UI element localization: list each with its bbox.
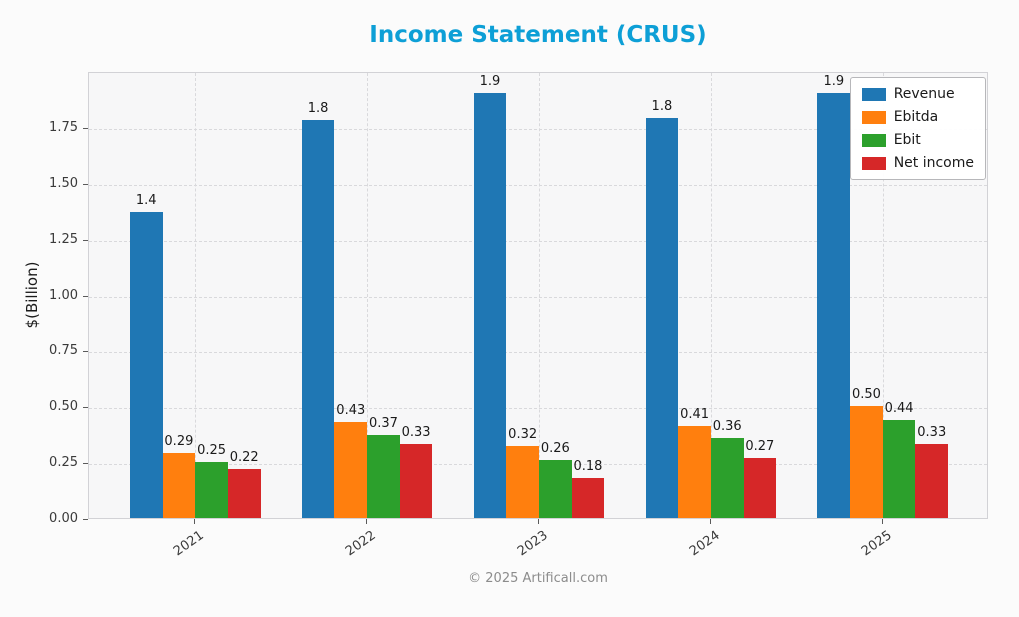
bar-value-label: 0.37 xyxy=(368,416,398,432)
bar-value-label: 1.8 xyxy=(307,101,329,117)
bar-value-label: 0.22 xyxy=(229,449,259,465)
chart-title: Income Statement (CRUS) xyxy=(369,22,707,48)
bar-value-label: 0.25 xyxy=(197,443,227,459)
bar-net-income-2023 xyxy=(571,477,605,518)
x-tick-label-text: 2021 xyxy=(171,528,207,560)
bar-net-income-2024 xyxy=(743,457,777,518)
x-tick-label-text: 2023 xyxy=(514,528,551,560)
y-gridline xyxy=(89,352,987,354)
x-gridline xyxy=(710,73,712,518)
y-tick-label: 0.00 xyxy=(49,511,78,526)
bar-value-label: 0.44 xyxy=(884,400,914,416)
legend-item: Revenue xyxy=(861,86,974,102)
footer-credit: © 2025 Artificall.com xyxy=(468,571,608,586)
legend-label: Ebit xyxy=(893,132,921,148)
y-tick-label: 1.25 xyxy=(49,231,78,247)
bar-value-label: 0.43 xyxy=(336,402,366,418)
legend-item: Ebit xyxy=(861,132,974,148)
y-gridline xyxy=(89,184,987,186)
legend-swatch xyxy=(861,87,886,101)
plot-area: 1.4 0.29 0.25 0.22 1.8 0.43 0.37 0.33 1.9 0.32 0.2… xyxy=(88,72,988,519)
x-gridline xyxy=(195,73,197,518)
y-gridline xyxy=(89,408,987,410)
legend-swatch xyxy=(861,133,886,147)
legend: Revenue Ebitda Ebit Net income xyxy=(849,77,986,180)
bar-value-label: 0.41 xyxy=(680,407,710,423)
legend-label: Revenue xyxy=(893,86,955,102)
bar-value-label: 0.32 xyxy=(508,427,538,443)
y-tick-mark xyxy=(83,295,88,297)
bar-revenue-2024 xyxy=(645,117,679,518)
y-tick-mark xyxy=(83,463,88,465)
legend-item: Ebitda xyxy=(861,109,974,125)
x-gridline xyxy=(882,73,884,518)
y-tick-label: 0.25 xyxy=(49,455,78,471)
bar-value-label: 0.36 xyxy=(712,418,742,434)
y-tick-mark xyxy=(83,407,88,409)
y-tick-mark xyxy=(83,239,88,241)
x-tick-mark xyxy=(538,519,539,524)
legend-swatch xyxy=(861,110,886,124)
bar-ebit-2025 xyxy=(882,419,916,518)
bar-net-income-2022 xyxy=(399,444,433,518)
bar-ebitda-2025 xyxy=(850,406,883,518)
y-tick-mark xyxy=(83,127,88,129)
bar-value-label: 0.26 xyxy=(540,440,570,456)
bar-value-label: 0.33 xyxy=(401,425,431,441)
y-gridline xyxy=(89,128,987,130)
bar-ebitda-2021 xyxy=(162,453,196,518)
y-tick-label: 1.00 xyxy=(49,287,78,303)
bar-ebitda-2023 xyxy=(506,446,539,518)
legend-label: Ebitda xyxy=(893,109,939,125)
x-tick-label-text: 2024 xyxy=(686,528,723,560)
x-tick-label-text: 2022 xyxy=(343,528,379,560)
x-tick-mark xyxy=(709,519,711,524)
bar-revenue-2025 xyxy=(817,93,851,518)
bar-ebit-2022 xyxy=(367,435,400,518)
x-gridline xyxy=(539,73,540,518)
y-gridline xyxy=(89,240,987,242)
bar-net-income-2025 xyxy=(915,444,949,518)
bar-ebit-2021 xyxy=(195,462,228,518)
bar-ebitda-2024 xyxy=(678,426,711,518)
bar-value-label: 0.33 xyxy=(917,425,947,441)
x-tick-label-text: 2025 xyxy=(858,528,895,560)
bar-value-label: 1.4 xyxy=(135,192,157,208)
y-tick-label: 0.75 xyxy=(49,343,78,359)
bar-ebit-2023 xyxy=(539,459,572,518)
bar-value-label: 1.8 xyxy=(651,98,673,114)
bar-value-label: 1.9 xyxy=(823,74,845,90)
bar-net-income-2021 xyxy=(227,468,261,518)
y-tick-mark xyxy=(83,519,88,520)
legend-label: Net income xyxy=(893,155,974,171)
bar-revenue-2022 xyxy=(301,120,335,518)
bar-value-label: 1.9 xyxy=(479,74,501,90)
y-tick-label: 1.50 xyxy=(49,175,78,191)
y-tick-mark xyxy=(83,183,88,185)
x-gridline xyxy=(367,73,369,518)
legend-swatch xyxy=(861,156,886,170)
legend-item: Net income xyxy=(861,155,974,171)
bar-value-label: 0.50 xyxy=(851,387,881,403)
y-gridline xyxy=(89,296,987,298)
bar-value-label: 0.29 xyxy=(164,434,194,450)
x-tick-mark xyxy=(194,519,196,524)
y-tick-label: 0.50 xyxy=(49,399,78,415)
x-tick-mark xyxy=(881,519,883,524)
bar-ebitda-2022 xyxy=(334,421,368,518)
bar-value-label: 0.27 xyxy=(745,438,775,454)
bar-value-label: 0.18 xyxy=(573,458,603,474)
bar-revenue-2021 xyxy=(129,211,163,518)
bar-ebit-2024 xyxy=(710,437,744,518)
y-tick-label: 1.75 xyxy=(49,119,78,135)
bar-revenue-2023 xyxy=(473,93,507,518)
y-tick-mark xyxy=(83,351,88,353)
x-tick-mark xyxy=(366,519,368,524)
